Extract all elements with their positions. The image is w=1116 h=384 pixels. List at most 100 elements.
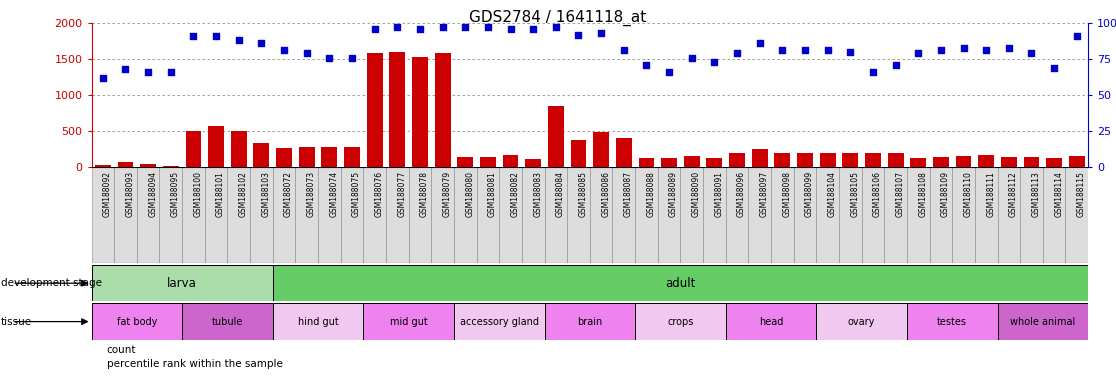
Point <box>661 69 679 75</box>
Text: GSM188097: GSM188097 <box>760 171 769 217</box>
Text: tissue: tissue <box>1 316 32 327</box>
Text: whole animal: whole animal <box>1010 316 1076 327</box>
Point <box>388 24 406 30</box>
Bar <box>907 303 998 340</box>
Bar <box>661 158 677 167</box>
Point <box>864 69 882 75</box>
Point <box>1000 45 1018 51</box>
Bar <box>703 167 725 263</box>
Bar <box>952 167 975 263</box>
Bar <box>545 303 635 340</box>
Text: GSM188101: GSM188101 <box>217 171 225 217</box>
Bar <box>386 167 408 263</box>
Bar <box>522 167 545 263</box>
Bar <box>884 167 907 263</box>
Point <box>954 45 972 51</box>
Bar <box>160 167 182 263</box>
Text: development stage: development stage <box>1 278 103 288</box>
Point <box>456 24 474 30</box>
Bar <box>502 155 519 167</box>
Point <box>705 59 723 65</box>
Text: GSM188099: GSM188099 <box>805 171 814 217</box>
Text: GSM188108: GSM188108 <box>918 171 927 217</box>
Text: testes: testes <box>937 316 968 327</box>
Point <box>615 47 633 53</box>
Bar <box>272 265 1088 301</box>
Bar <box>364 167 386 263</box>
Bar <box>364 303 454 340</box>
Bar <box>92 303 182 340</box>
Bar <box>843 153 858 167</box>
Bar <box>367 53 383 167</box>
Bar <box>793 167 816 263</box>
Bar <box>725 167 749 263</box>
Bar <box>296 167 318 263</box>
Text: GSM188100: GSM188100 <box>193 171 202 217</box>
Text: GSM188078: GSM188078 <box>420 171 429 217</box>
Point <box>593 30 610 36</box>
Text: adult: adult <box>665 277 695 290</box>
Bar <box>862 167 884 263</box>
Point <box>343 55 360 61</box>
Text: GSM188086: GSM188086 <box>602 171 610 217</box>
Text: GSM188088: GSM188088 <box>646 171 655 217</box>
Text: GSM188085: GSM188085 <box>578 171 587 217</box>
Bar <box>408 167 431 263</box>
Bar <box>567 167 590 263</box>
Bar <box>1066 167 1088 263</box>
Bar <box>344 147 360 167</box>
Bar <box>92 265 272 301</box>
Bar <box>816 303 907 340</box>
Text: GSM188080: GSM188080 <box>465 171 474 217</box>
Text: GSM188110: GSM188110 <box>963 171 972 217</box>
Bar <box>389 52 405 167</box>
Bar <box>137 167 160 263</box>
Bar <box>321 147 337 167</box>
Bar <box>209 126 224 167</box>
Text: GSM188094: GSM188094 <box>148 171 157 217</box>
Point <box>501 26 519 32</box>
Bar <box>590 167 613 263</box>
Text: GSM188115: GSM188115 <box>1077 171 1086 217</box>
Text: GSM188095: GSM188095 <box>171 171 180 217</box>
Bar <box>638 158 654 167</box>
Bar <box>684 156 700 167</box>
Bar <box>771 167 793 263</box>
Bar <box>1001 157 1017 167</box>
Bar <box>458 157 473 167</box>
Bar <box>204 167 228 263</box>
Point <box>298 50 316 56</box>
Point <box>728 50 745 56</box>
Text: GSM188111: GSM188111 <box>987 171 995 217</box>
Text: GSM188109: GSM188109 <box>941 171 950 217</box>
Bar <box>548 106 564 167</box>
Bar <box>272 167 296 263</box>
Text: GSM188089: GSM188089 <box>670 171 679 217</box>
Text: GSM188087: GSM188087 <box>624 171 633 217</box>
Point <box>932 47 950 53</box>
Bar <box>570 140 586 167</box>
Point <box>1068 33 1086 39</box>
Bar <box>228 167 250 263</box>
Bar <box>749 167 771 263</box>
Bar <box>1023 157 1039 167</box>
Bar <box>907 167 930 263</box>
Text: GSM188113: GSM188113 <box>1031 171 1040 217</box>
Bar <box>1046 158 1062 167</box>
Bar <box>979 155 994 167</box>
Bar <box>975 167 998 263</box>
Point <box>547 24 565 30</box>
Text: GSM188073: GSM188073 <box>307 171 316 217</box>
Text: GSM188114: GSM188114 <box>1055 171 1064 217</box>
Point <box>796 47 814 53</box>
Text: GSM188096: GSM188096 <box>737 171 745 217</box>
Bar <box>95 165 110 167</box>
Text: GSM188103: GSM188103 <box>261 171 270 217</box>
Bar <box>114 167 137 263</box>
Text: GSM188104: GSM188104 <box>828 171 837 217</box>
Text: GSM188072: GSM188072 <box>285 171 294 217</box>
Text: accessory gland: accessory gland <box>460 316 539 327</box>
Text: GSM188077: GSM188077 <box>397 171 406 217</box>
Text: fat body: fat body <box>117 316 157 327</box>
Text: tubule: tubule <box>212 316 243 327</box>
